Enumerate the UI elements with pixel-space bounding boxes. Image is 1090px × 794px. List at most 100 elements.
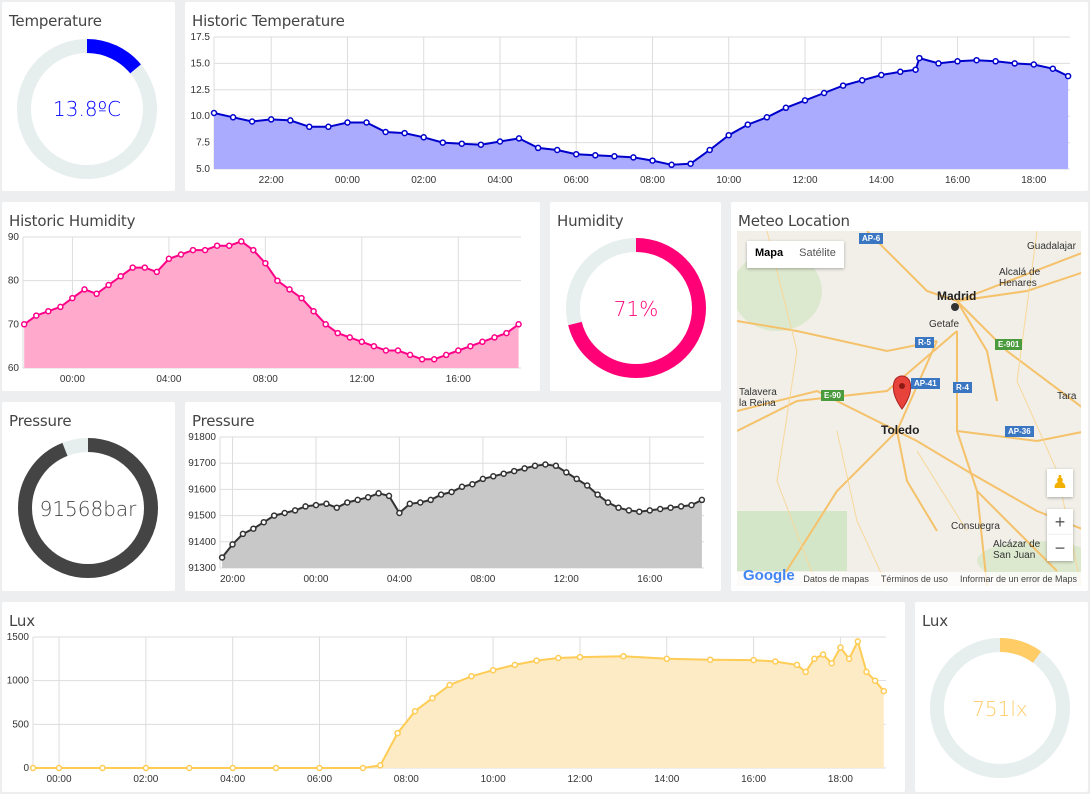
data-point bbox=[274, 277, 281, 284]
data-point bbox=[141, 264, 149, 271]
x-tick-label: 04:00 bbox=[487, 175, 512, 186]
data-point bbox=[604, 499, 612, 506]
data-point bbox=[201, 246, 209, 254]
x-tick-label: 08:00 bbox=[470, 574, 495, 585]
street-view-pegman-icon[interactable]: ♟ bbox=[1047, 469, 1073, 497]
data-point bbox=[81, 286, 88, 293]
x-tick-label: 12:00 bbox=[567, 774, 592, 785]
data-point bbox=[344, 499, 351, 506]
map-report-link[interactable]: Informar de un error de Maps bbox=[959, 574, 1077, 584]
data-point bbox=[845, 655, 853, 663]
historic-temperature-chart: 17.5 15.0 12.5 10.0 7.5 5.0 22:00 00:00 02:00 04:… bbox=[191, 32, 1072, 186]
data-point bbox=[500, 470, 507, 477]
data-point bbox=[871, 677, 879, 684]
data-point bbox=[542, 461, 549, 468]
gauge-value-arc bbox=[17, 39, 157, 179]
data-point bbox=[534, 144, 542, 152]
map-type-satellite-button[interactable]: Satélite bbox=[799, 247, 836, 259]
data-point bbox=[238, 238, 245, 245]
area-fill bbox=[222, 464, 702, 568]
data-point bbox=[954, 58, 961, 65]
data-point bbox=[225, 242, 233, 249]
data-point bbox=[880, 687, 888, 695]
data-point bbox=[636, 508, 643, 515]
data-point bbox=[346, 334, 354, 341]
data-point bbox=[793, 661, 801, 669]
data-point bbox=[396, 509, 403, 517]
google-logo: Google bbox=[743, 567, 795, 584]
data-point bbox=[99, 764, 106, 772]
zoom-out-button[interactable]: − bbox=[1047, 535, 1073, 561]
data-point bbox=[646, 507, 654, 514]
data-point bbox=[477, 141, 485, 148]
data-point bbox=[93, 290, 100, 298]
data-point bbox=[446, 681, 453, 689]
data-point bbox=[306, 123, 313, 131]
data-point bbox=[750, 656, 757, 664]
data-point bbox=[620, 652, 627, 660]
data-point bbox=[437, 491, 445, 498]
data-point bbox=[354, 496, 361, 504]
road-badge-ap41: AP-41 bbox=[911, 378, 940, 389]
data-point bbox=[375, 490, 382, 497]
data-point bbox=[302, 503, 309, 510]
data-point bbox=[377, 762, 384, 769]
data-point bbox=[250, 525, 257, 532]
road-badge-ap36: AP-36 bbox=[1005, 426, 1034, 437]
data-point bbox=[55, 764, 63, 772]
data-point bbox=[656, 505, 664, 513]
data-point bbox=[213, 242, 221, 249]
data-point bbox=[250, 246, 257, 254]
x-tick-label: 00:00 bbox=[60, 374, 85, 385]
data-point bbox=[248, 118, 256, 125]
map-terms-link[interactable]: Términos de uso bbox=[880, 574, 948, 584]
data-point bbox=[406, 351, 414, 359]
map-data-link[interactable]: Datos de mapas bbox=[803, 574, 869, 584]
map-label-consuegra: Consuegra bbox=[951, 521, 1000, 532]
historic-temperature-title: Historic Temperature bbox=[192, 12, 345, 30]
x-tick-label: 04:00 bbox=[387, 574, 412, 585]
data-point bbox=[281, 509, 288, 517]
map-type-map-button[interactable]: Mapa bbox=[755, 247, 784, 259]
data-point bbox=[129, 264, 136, 271]
data-point bbox=[897, 68, 904, 76]
data-point bbox=[503, 329, 510, 337]
data-point bbox=[418, 356, 426, 363]
x-tick-label: 18:00 bbox=[1021, 175, 1046, 186]
data-point bbox=[973, 56, 980, 64]
data-point bbox=[270, 512, 278, 519]
map-label-tara: Tara bbox=[1057, 391, 1077, 402]
data-point bbox=[260, 518, 268, 526]
data-point bbox=[1064, 72, 1072, 80]
data-point bbox=[479, 475, 487, 483]
x-tick-label: 08:00 bbox=[640, 175, 665, 186]
data-point bbox=[439, 139, 447, 146]
data-point bbox=[772, 658, 779, 665]
data-point bbox=[370, 342, 378, 350]
map-view[interactable]: Mapa Satélite Madrid Getafe Toledo Guada… bbox=[737, 231, 1081, 586]
data-point bbox=[45, 307, 52, 315]
y-tick-label: 91500 bbox=[188, 511, 216, 522]
temperature-card: Temperature 13.8ºC bbox=[2, 2, 175, 191]
data-point bbox=[688, 501, 695, 509]
data-point bbox=[287, 117, 294, 124]
data-point bbox=[272, 764, 280, 772]
map-type-toggle[interactable]: Mapa Satélite bbox=[747, 241, 844, 268]
data-point bbox=[364, 494, 372, 501]
data-point bbox=[552, 462, 560, 470]
x-tick-label: 08:00 bbox=[394, 774, 419, 785]
x-tick-label: 14:00 bbox=[654, 774, 679, 785]
x-tick-label: 00:00 bbox=[303, 574, 328, 585]
data-point bbox=[458, 140, 466, 147]
y-tick-label: 90 bbox=[8, 232, 20, 243]
data-point bbox=[863, 668, 870, 676]
zoom-in-button[interactable]: + bbox=[1047, 509, 1073, 535]
map-label-madrid: Madrid bbox=[937, 289, 977, 303]
data-point bbox=[344, 119, 351, 126]
temperature-title: Temperature bbox=[9, 12, 102, 30]
lux-value: 751lx bbox=[972, 697, 1028, 721]
data-point bbox=[916, 54, 923, 62]
lux-chart-title: Lux bbox=[9, 612, 35, 630]
data-point bbox=[455, 347, 462, 354]
data-point bbox=[912, 66, 919, 73]
